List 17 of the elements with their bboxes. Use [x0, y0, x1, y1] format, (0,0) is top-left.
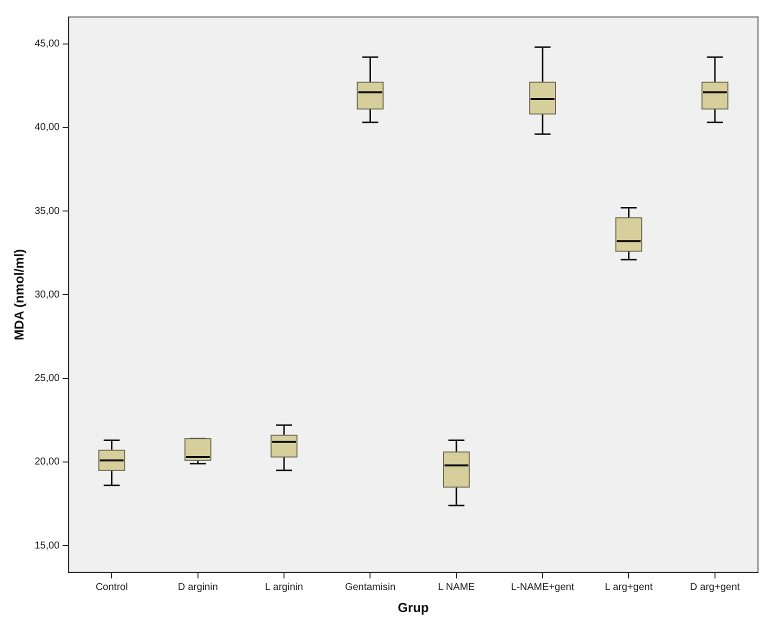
x-axis-title: Grup — [398, 600, 429, 615]
y-tick-label: 45,00 — [34, 38, 60, 50]
x-tick-label: Control — [96, 582, 128, 594]
x-tick-label: D arg+gent — [690, 582, 740, 594]
y-tick-label: 25,00 — [34, 373, 60, 384]
x-tick-label: Gentamisin — [344, 582, 396, 594]
y-tick-label: 35,00 — [34, 206, 60, 217]
x-tick-label: L-NAME+gent — [511, 582, 574, 594]
y-axis-title: MDA (nmol/ml) — [11, 249, 26, 340]
y-tick-label: 30,00 — [34, 289, 60, 300]
x-tick-label: D arginin — [178, 582, 218, 594]
y-tick-label: 20,00 — [34, 456, 60, 468]
y-tick-label: 15,00 — [34, 540, 60, 552]
x-tick-label: L arginin — [265, 582, 304, 594]
x-tick-label: L arg+gent — [604, 582, 653, 594]
y-tick-label: 40,00 — [34, 122, 60, 134]
x-tick-label: L NAME — [438, 582, 476, 594]
